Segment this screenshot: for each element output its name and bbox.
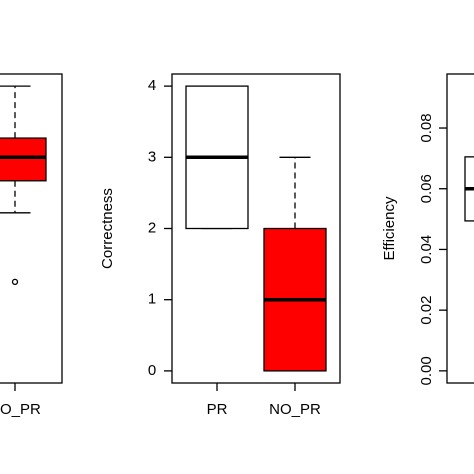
y-tick-label: 1 bbox=[148, 291, 156, 308]
y-axis-label: Efficiency bbox=[381, 196, 398, 260]
y-tick-label: 4 bbox=[148, 77, 156, 94]
plot-frame bbox=[446, 73, 474, 384]
plot-frame bbox=[0, 73, 63, 384]
y-axis-label: Correctness bbox=[99, 188, 116, 269]
y-tick-label: 0.02 bbox=[418, 296, 435, 325]
y-tick-label: 0.08 bbox=[418, 113, 435, 142]
x-tick-label: NO_PR bbox=[0, 401, 41, 418]
y-tick-label: 3 bbox=[148, 148, 156, 165]
y-tick-label: 0.00 bbox=[418, 356, 435, 385]
x-tick-label: PR bbox=[207, 401, 228, 418]
y-tick-label: 0 bbox=[148, 362, 156, 379]
y-tick-label: 0.06 bbox=[418, 174, 435, 203]
outlier bbox=[11, 278, 19, 286]
box bbox=[0, 137, 47, 182]
y-tick-label: 0.04 bbox=[418, 235, 435, 264]
y-tick-label: 2 bbox=[148, 219, 156, 236]
x-tick-label: NO_PR bbox=[269, 401, 321, 418]
